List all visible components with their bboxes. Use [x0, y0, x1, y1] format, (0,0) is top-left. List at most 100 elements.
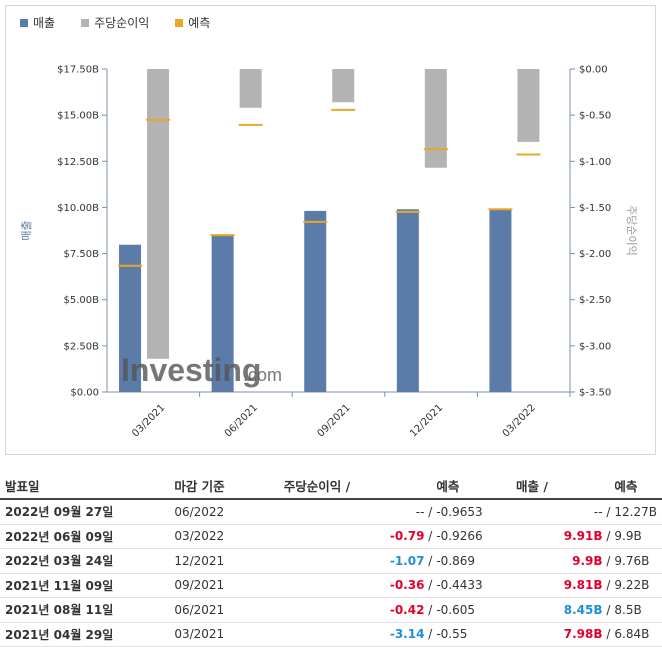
row-eps-forecast: -0.9653: [434, 499, 511, 525]
right-tick-label: $-1.50: [579, 203, 611, 214]
x-tick-label: 06/2021: [223, 402, 260, 439]
row-eps: -0.79 /: [278, 524, 435, 549]
legend-item-revenue[interactable]: 매출: [20, 14, 55, 31]
legend-item-eps[interactable]: 주당순이익: [81, 14, 149, 31]
row-eps-forecast: -0.605: [434, 597, 511, 623]
row-revenue: 7.98B /: [511, 622, 613, 647]
row-period: 06/2022: [169, 499, 279, 525]
row-period: 06/2021: [169, 597, 279, 623]
row-date: 2021년 11월 09일: [0, 573, 170, 598]
chart-panel: 매출 주당순이익 예측 $0.00 $2.50B $5.00B $7.50B $10.0…: [5, 5, 656, 455]
row-period: 03/2022: [169, 524, 279, 549]
header-revenue-slash: /: [543, 478, 548, 494]
row-revenue-value: 7.98B: [563, 627, 603, 642]
eps-bar: [424, 69, 447, 168]
revenue-bar: [119, 244, 142, 392]
legend-item-forecast[interactable]: 예측: [175, 14, 210, 31]
row-date: 2021년 08월 11일: [0, 597, 170, 623]
right-tick-label: $-3.00: [579, 341, 611, 352]
row-revenue-slash: /: [606, 553, 611, 568]
row-eps-value: -0.36: [389, 578, 425, 593]
legend-swatch-revenue: [20, 18, 28, 27]
row-revenue-value: --: [593, 504, 603, 519]
table-row[interactable]: 2022년 06월 09일 03/2022 -0.79 /-0.9266 9.91B …: [0, 524, 662, 549]
legend: 매출 주당순이익 예측: [20, 14, 210, 31]
row-eps-slash: /: [428, 504, 433, 519]
header-eps-label: 주당순이익: [283, 478, 342, 494]
table-row[interactable]: 2021년 08월 11일 06/2021 -0.42 /-0.605 8.45B /…: [0, 597, 662, 623]
table-row[interactable]: 2021년 04월 29일 03/2021 -3.14 /-0.55 7.98B /6…: [0, 622, 662, 647]
investing-watermark-suffix: .com: [243, 365, 282, 385]
table-row[interactable]: 2021년 11월 09일 09/2021 -0.36 /-0.4433 9.81B …: [0, 573, 662, 598]
row-revenue: -- /: [511, 499, 613, 525]
header-eps-forecast[interactable]: 예측: [434, 472, 511, 500]
legend-label-eps: 주당순이익: [94, 16, 150, 30]
row-revenue-forecast: 8.5B: [612, 597, 662, 623]
row-date: 2022년 03월 24일: [0, 548, 170, 574]
row-revenue-slash: /: [606, 578, 611, 593]
row-revenue: 9.91B /: [511, 524, 613, 549]
legend-swatch-forecast: [175, 18, 184, 27]
row-eps-slash: /: [428, 578, 433, 593]
row-revenue-forecast: 9.76B: [612, 548, 662, 574]
x-tick-label: 09/2021: [315, 402, 352, 439]
left-tick-label: $7.50B: [64, 249, 100, 260]
row-revenue-slash: /: [606, 529, 611, 544]
row-eps-slash: /: [428, 602, 433, 617]
row-revenue: 9.9B /: [511, 548, 613, 574]
table-row[interactable]: 2022년 03월 24일 12/2021 -1.07 /-0.869 9.9B /9…: [0, 548, 662, 574]
earnings-chart: $0.00 $2.50B $5.00B $7.50B $10.00B $12.50B $15…: [20, 65, 638, 440]
row-eps-forecast: -0.869: [434, 548, 511, 574]
legend-label-revenue: 매출: [33, 16, 56, 30]
row-date: 2022년 09월 27일: [0, 499, 170, 525]
legend-label-forecast: 예측: [188, 16, 211, 30]
row-eps: -1.07 /: [278, 548, 435, 574]
row-eps-forecast: -0.4433: [434, 573, 511, 598]
table-row[interactable]: 2022년 09월 27일 06/2022 -- / -0.9653 -- /12.27…: [0, 499, 662, 525]
revenue-bar: [396, 209, 419, 392]
row-date: 2021년 04월 29일: [0, 622, 170, 647]
revenue-bar: [489, 209, 512, 392]
legend-swatch-eps: [81, 18, 90, 27]
right-tick-label: $-0.50: [579, 111, 611, 122]
row-revenue-slash: /: [606, 627, 611, 642]
header-revenue-forecast[interactable]: 예측: [612, 472, 662, 500]
right-tick-label: $-3.50: [579, 388, 611, 399]
header-period[interactable]: 마감 기준: [169, 472, 279, 500]
row-eps-slash: /: [428, 553, 433, 568]
left-tick-label: $0.00: [70, 388, 99, 399]
right-tick-label: $0.00: [579, 65, 608, 76]
x-tick-label: 03/2021: [130, 402, 167, 439]
eps-bar: [239, 69, 262, 108]
row-revenue-forecast: 6.84B: [612, 622, 662, 647]
header-revenue-label: 매출: [516, 478, 540, 494]
row-revenue-slash: /: [606, 602, 611, 617]
left-tick-label: $17.50B: [57, 65, 99, 76]
left-tick-label: $15.00B: [57, 111, 99, 122]
row-revenue-value: 9.9B: [572, 553, 603, 568]
row-revenue-forecast: 12.27B: [612, 499, 662, 525]
row-eps-slash: /: [428, 627, 433, 642]
right-tick-label: $-1.00: [579, 157, 611, 168]
left-axis-title: 매출: [20, 220, 33, 240]
row-period: 09/2021: [169, 573, 279, 598]
left-tick-label: $10.00B: [57, 203, 99, 214]
header-date[interactable]: 발표일: [0, 472, 170, 500]
row-eps: -0.36 /: [278, 573, 435, 598]
investing-watermark-logo: Investing: [121, 352, 261, 388]
header-revenue[interactable]: 매출 /: [511, 472, 613, 500]
right-axis-title: 주당순이익: [625, 205, 638, 256]
row-eps-value: -0.79: [389, 529, 425, 544]
revenue-bar: [211, 236, 234, 392]
header-eps[interactable]: 주당순이익 /: [278, 472, 435, 500]
row-eps-forecast: -0.55: [434, 622, 511, 647]
eps-bar: [147, 69, 170, 359]
x-tick-label: 03/2022: [501, 402, 538, 439]
row-period: 12/2021: [169, 548, 279, 574]
row-revenue: 8.45B /: [511, 597, 613, 623]
row-revenue-value: 8.45B: [563, 602, 603, 617]
row-eps: -3.14 /: [278, 622, 435, 647]
row-revenue-slash: /: [606, 504, 611, 519]
row-period: 03/2021: [169, 622, 279, 647]
revenue-bar: [304, 210, 327, 392]
